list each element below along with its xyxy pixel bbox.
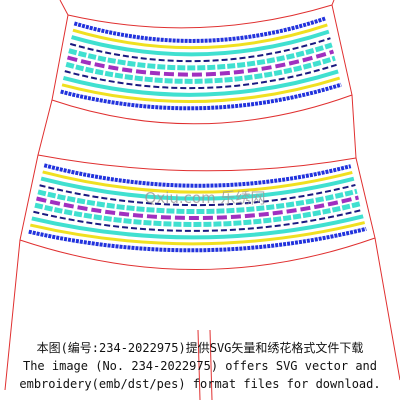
caption-line: embroidery(emb/dst/pes) format files for… — [19, 377, 380, 391]
stripe — [33, 209, 362, 232]
stripe — [43, 163, 352, 188]
stripe — [60, 82, 342, 111]
stripe — [72, 23, 328, 50]
stripe — [62, 69, 339, 97]
stripe — [68, 42, 333, 71]
stripe — [34, 201, 361, 227]
stripe — [66, 49, 335, 77]
stripe — [61, 76, 341, 104]
stripe — [37, 188, 358, 215]
outlines — [4, 0, 400, 400]
stripe — [64, 63, 337, 90]
stripe — [31, 214, 364, 240]
stripe — [29, 221, 366, 246]
caption-line: The image (No. 234-2022975) offers SVG v… — [23, 359, 377, 373]
stripe — [65, 55, 336, 84]
stripe — [36, 195, 359, 220]
stripe — [39, 183, 356, 207]
watermark: Qxiu.com 乐绣网 — [145, 189, 266, 207]
stripe — [42, 170, 353, 194]
stripe — [73, 16, 327, 43]
stripe — [40, 176, 355, 201]
stripe — [28, 226, 367, 253]
stripe — [69, 37, 331, 63]
caption-line: 本图(编号:234-2022975)提供SVG矢量和绣花格式文件下载 — [37, 340, 364, 355]
embroidery-bands — [28, 16, 367, 253]
stripe — [71, 29, 330, 57]
